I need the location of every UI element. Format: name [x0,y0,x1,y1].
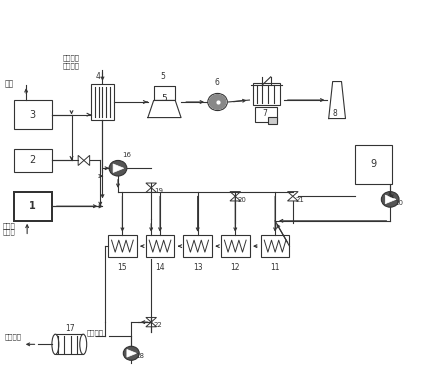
Text: 的热烟气: 的热烟气 [63,62,79,69]
Text: 16: 16 [122,152,131,158]
Polygon shape [230,196,241,201]
Text: 18: 18 [136,353,145,359]
Bar [146,235,174,257]
Polygon shape [78,155,84,165]
Text: 7: 7 [262,109,267,118]
Text: 2: 2 [30,156,36,165]
Bar [108,235,137,257]
Bar [261,235,289,257]
Text: 口冷风: 口冷风 [3,229,16,235]
Text: 9: 9 [371,159,377,169]
Text: 8: 8 [333,109,337,118]
Text: 11: 11 [270,263,280,272]
Text: 10: 10 [394,200,403,206]
Bar [91,84,114,120]
Polygon shape [329,82,345,118]
Text: 17: 17 [65,324,75,333]
Ellipse shape [80,334,87,355]
Polygon shape [146,322,156,327]
Polygon shape [148,100,181,118]
Bar [255,107,278,122]
Bar [14,192,52,221]
Polygon shape [127,350,136,357]
Text: 14: 14 [155,263,165,272]
Text: 21: 21 [295,197,304,203]
Polygon shape [218,95,226,109]
Ellipse shape [52,334,59,355]
Bar [183,235,212,257]
Circle shape [123,346,139,360]
Bar [253,84,280,105]
Polygon shape [209,95,218,109]
Bar [14,100,52,129]
Text: 省煤器来: 省煤器来 [63,54,79,61]
Polygon shape [154,86,175,100]
Text: 20: 20 [238,197,247,203]
Polygon shape [385,195,396,204]
Text: 5: 5 [162,94,167,103]
Polygon shape [84,155,90,165]
Circle shape [381,192,399,207]
Text: 4: 4 [95,72,100,81]
Polygon shape [288,192,298,196]
Text: 19: 19 [154,188,163,194]
Circle shape [109,160,127,176]
Bar [221,235,250,257]
Text: 1: 1 [29,201,36,211]
Text: 22: 22 [154,322,163,328]
Text: 5: 5 [160,72,165,81]
Text: 热风: 热风 [5,79,14,88]
Text: 12: 12 [230,263,240,272]
Polygon shape [146,188,156,192]
Text: 风机出: 风机出 [3,222,16,229]
Text: 热网回水: 热网回水 [87,329,104,336]
Polygon shape [288,196,298,201]
Text: 3: 3 [30,109,36,120]
Polygon shape [146,317,156,322]
Text: 15: 15 [118,263,127,272]
Bar [355,145,392,184]
Bar [14,149,52,172]
Text: 热网供水: 热网供水 [5,334,22,341]
Polygon shape [113,164,124,172]
Polygon shape [230,192,241,196]
Polygon shape [146,183,156,188]
Text: 6: 6 [214,78,219,87]
Bar [56,334,83,355]
Text: 13: 13 [193,263,202,272]
Bar [269,117,278,124]
